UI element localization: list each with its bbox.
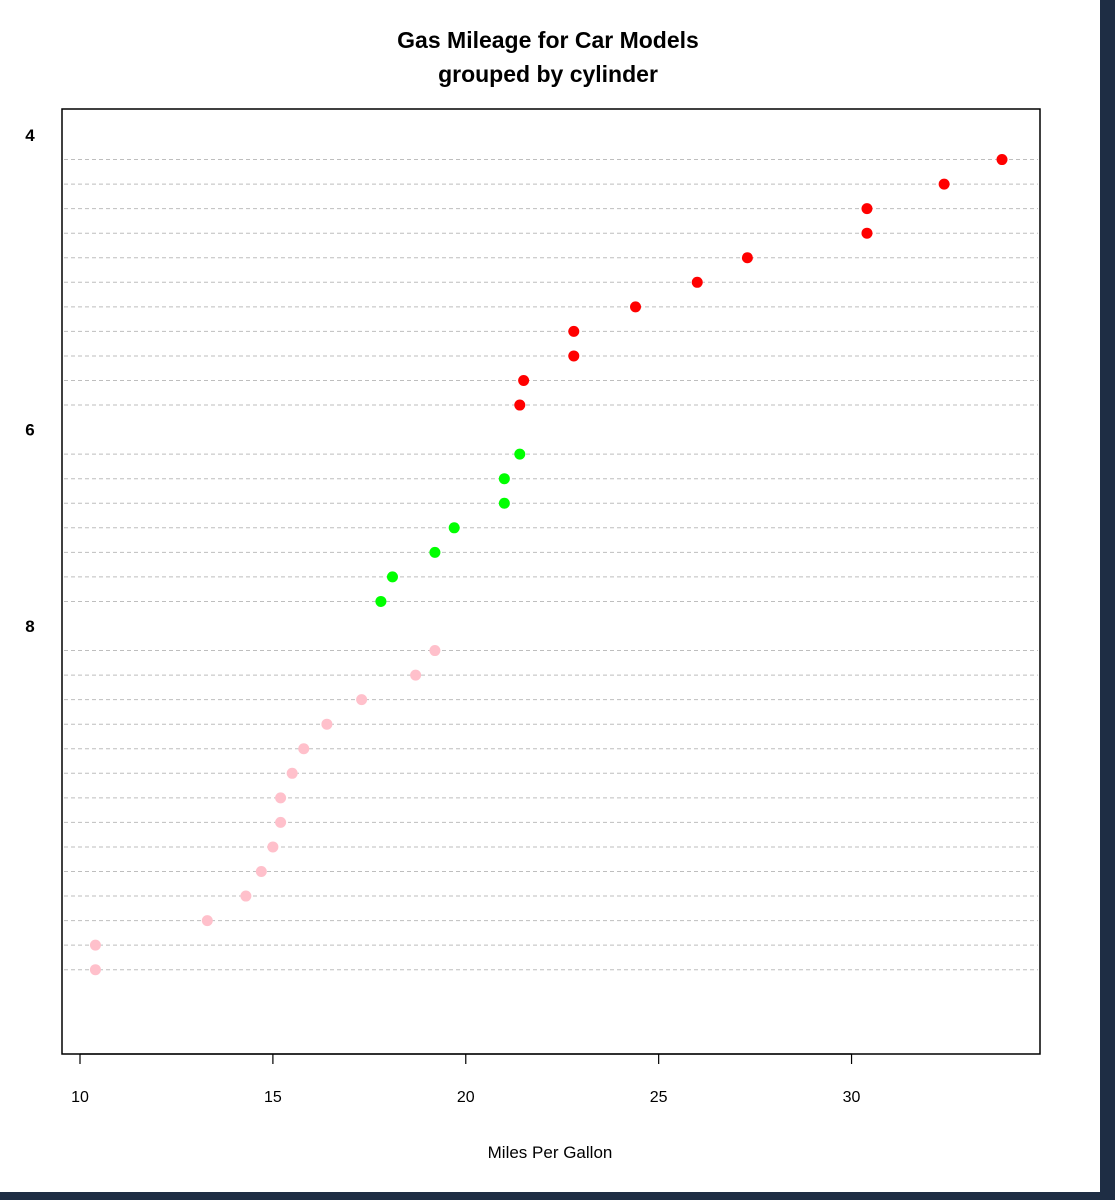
data-point-6-4 xyxy=(448,522,460,534)
data-point-4-6 xyxy=(691,276,703,288)
data-point-8-1 xyxy=(429,645,441,657)
data-point-8-11 xyxy=(240,890,252,902)
data-point-8-12 xyxy=(201,915,213,927)
data-point-8-6 xyxy=(286,767,298,779)
data-point-4-8 xyxy=(568,325,580,337)
data-point-6-5 xyxy=(429,546,441,558)
data-point-4-10 xyxy=(518,375,530,386)
gridlines xyxy=(64,159,1038,971)
data-point-8-8 xyxy=(275,816,287,828)
data-point-4-11 xyxy=(514,399,526,411)
x-tick-label: 25 xyxy=(650,1089,668,1106)
x-tick-label: 10 xyxy=(71,1089,89,1106)
data-point-6-7 xyxy=(375,595,387,607)
data-point-4-5 xyxy=(741,252,753,264)
plot-frame xyxy=(61,108,1041,1055)
data-point-4-3 xyxy=(861,203,873,215)
data-point-8-4 xyxy=(321,718,333,730)
data-point-8-7 xyxy=(275,792,287,804)
data-point-8-13 xyxy=(89,939,101,951)
group-label-4: 4 xyxy=(25,126,35,145)
chart-window: Gas Mileage for Car Models grouped by cy… xyxy=(0,0,1100,1192)
data-point-6-6 xyxy=(386,571,398,583)
chart-title: Gas Mileage for Car Models xyxy=(397,27,699,53)
chart-subtitle: grouped by cylinder xyxy=(438,61,658,87)
data-point-4-7 xyxy=(630,301,642,313)
chart-canvas: Gas Mileage for Car Models grouped by cy… xyxy=(25,27,1041,1162)
data-point-4-9 xyxy=(568,350,580,362)
x-tick-label: 15 xyxy=(264,1089,282,1106)
data-point-4-2 xyxy=(938,178,950,190)
group-label-6: 6 xyxy=(25,421,34,440)
data-point-6-2 xyxy=(498,473,510,485)
data-point-6-3 xyxy=(498,497,510,509)
x-tick-label: 20 xyxy=(457,1089,475,1106)
data-point-8-14 xyxy=(89,964,101,976)
data-point-8-9 xyxy=(267,841,279,853)
x-axis-label: Miles Per Gallon xyxy=(488,1143,613,1162)
group-label-8: 8 xyxy=(25,617,34,636)
data-point-6-1 xyxy=(514,448,526,460)
data-point-4-1 xyxy=(996,154,1008,166)
data-point-8-3 xyxy=(356,694,368,706)
data-point-8-5 xyxy=(298,743,310,755)
data-point-8-10 xyxy=(255,866,267,877)
group-labels: 4 6 8 xyxy=(25,126,35,636)
data-points xyxy=(89,154,1008,976)
x-tick-label: 30 xyxy=(843,1089,861,1106)
data-point-4-4 xyxy=(861,227,873,239)
x-axis: 10 15 20 25 30 xyxy=(71,1053,861,1106)
data-point-8-2 xyxy=(410,669,422,681)
